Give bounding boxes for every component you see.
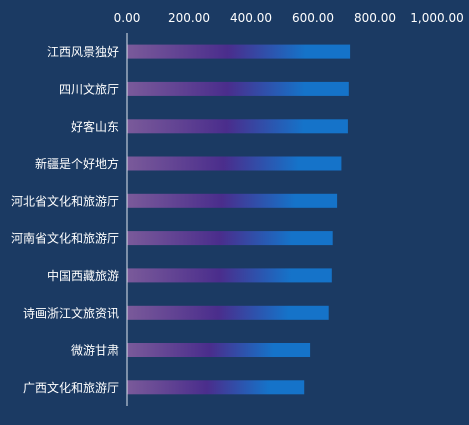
category-label: 中国西藏旅游	[47, 268, 119, 283]
category-label: 江西风景独好	[47, 45, 119, 59]
category-label: 河南省文化和旅游厅	[11, 231, 119, 246]
category-label: 诗画浙江文旅资讯	[23, 305, 119, 320]
bar	[127, 81, 349, 96]
bar	[127, 380, 305, 395]
category-label: 微游甘肃	[71, 344, 119, 358]
bar	[127, 305, 329, 320]
x-axis-ticks: 0.00 200.00 400.00 600.00 800.00 1,000.00	[114, 11, 464, 25]
bar	[127, 156, 342, 171]
x-tick-label: 400.00	[230, 11, 272, 25]
category-label: 河北省文化和旅游厅	[11, 193, 119, 208]
x-tick-label: 600.00	[292, 11, 334, 25]
category-label: 四川文旅厅	[59, 81, 119, 96]
bar	[127, 343, 311, 357]
category-label: 好客山东	[71, 119, 119, 134]
category-label: 新疆是个好地方	[35, 156, 119, 171]
bars	[127, 44, 351, 395]
bar	[127, 231, 333, 246]
bar	[127, 119, 348, 134]
category-labels: 江西风景独好四川文旅厅好客山东新疆是个好地方河北省文化和旅游厅河南省文化和旅游厅…	[11, 45, 119, 395]
category-label: 广西文化和旅游厅	[23, 380, 119, 395]
x-tick-label: 200.00	[168, 11, 210, 25]
x-tick-label: 800.00	[354, 11, 396, 25]
x-tick-label: 1,000.00	[410, 11, 463, 25]
bar	[127, 44, 351, 59]
x-tick-label: 0.00	[114, 11, 141, 25]
bar	[127, 268, 332, 283]
bar	[127, 193, 338, 208]
